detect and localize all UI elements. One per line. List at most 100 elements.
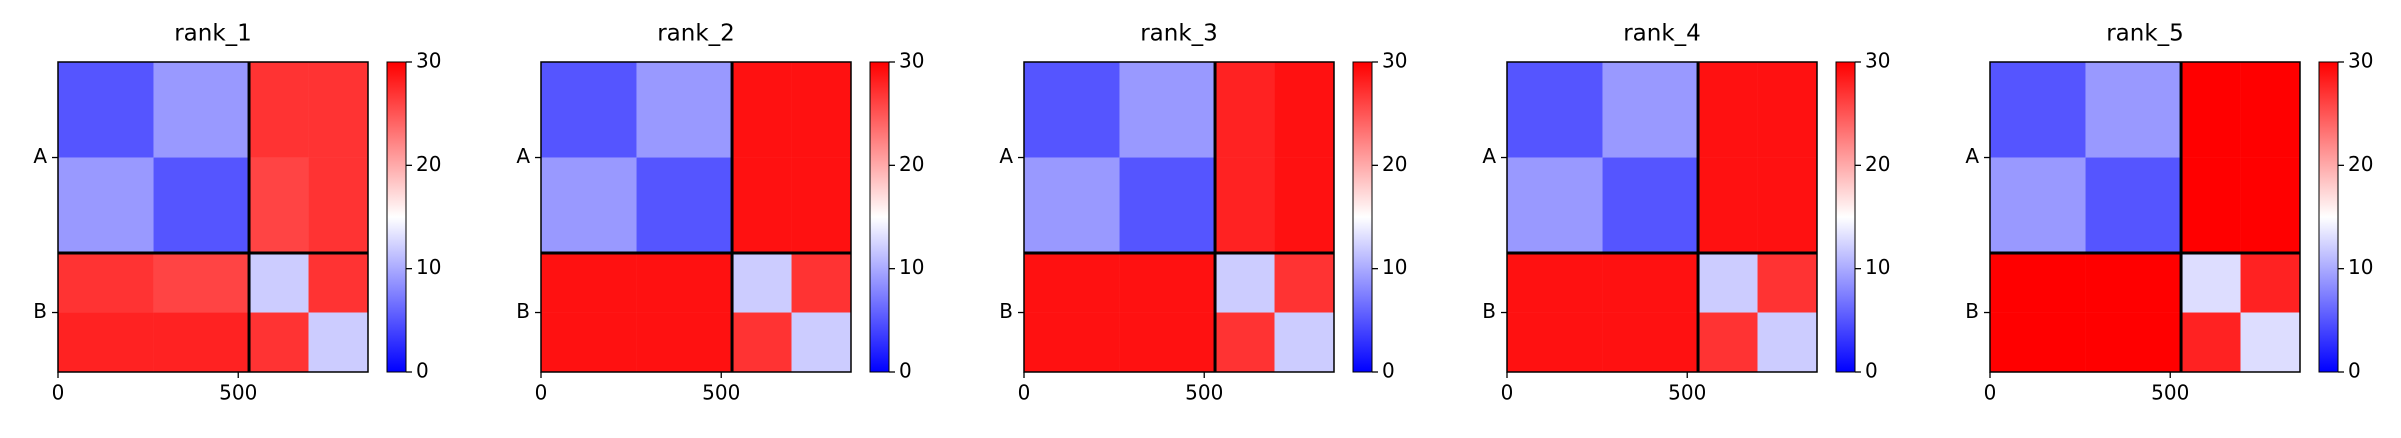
x-tick-label: 500 [219, 381, 257, 405]
heatmap-cell [1507, 253, 1603, 313]
heatmap-cell [1215, 312, 1275, 372]
heatmap-cell [2181, 312, 2241, 372]
y-tick-label: B [1482, 299, 1496, 323]
heatmap-cell [1602, 312, 1699, 372]
heatmap-cell [1024, 62, 1120, 158]
heatmap-cell [1698, 157, 1758, 254]
y-tick-label: A [33, 144, 47, 168]
heatmap-cell [1602, 157, 1699, 254]
x-tick-label: 500 [2151, 381, 2189, 405]
plot-frame [1506, 61, 1818, 373]
heatmap-cell [153, 312, 250, 372]
heatmap-cell [1602, 62, 1699, 158]
heatmap-cell [2085, 253, 2182, 313]
chart-title: rank_4 [1623, 21, 1701, 47]
chart-title: rank_5 [2106, 21, 2184, 47]
heatmap-cell [732, 253, 792, 313]
heatmap-cell [1274, 312, 1334, 372]
heatmap-cell [636, 312, 733, 372]
heatmap-cell [153, 157, 250, 254]
heatmap-cell [2085, 312, 2182, 372]
y-tick-label: B [516, 299, 530, 323]
heatmap-cell [2240, 312, 2300, 372]
y-tick-label: A [1482, 144, 1496, 168]
heatmap-cell [1757, 62, 1817, 158]
colorbar [386, 61, 407, 373]
colorbar [869, 61, 890, 373]
colorbar [1835, 61, 1856, 373]
heatmap-cell [636, 157, 733, 254]
heatmap-cell [1757, 157, 1817, 254]
heatmap-cell [1990, 62, 2086, 158]
heatmap-cell [541, 253, 637, 313]
heatmap-cell [732, 312, 792, 372]
colorbar-tick-label: 10 [899, 255, 924, 279]
x-tick-label: 500 [1668, 381, 1706, 405]
heatmap-cell [249, 157, 309, 254]
heatmap-cell [1119, 62, 1216, 158]
heatmap-cell [2240, 253, 2300, 313]
x-tick-label: 0 [52, 381, 65, 405]
heatmap-cell [249, 312, 309, 372]
heatmap-cell [1698, 312, 1758, 372]
heatmap-cell [58, 62, 154, 158]
heatmap-cell [791, 157, 851, 254]
heatmap-cell [791, 62, 851, 158]
heatmap-cell [1507, 157, 1603, 254]
colorbar-tick-label: 10 [1865, 255, 1890, 279]
colorbar-tick-label: 0 [1382, 359, 1395, 383]
heatmap-cell [732, 157, 792, 254]
heatmap-cell [2181, 157, 2241, 254]
heatmap-cell [1024, 157, 1120, 254]
colorbar-tick-label: 0 [1865, 359, 1878, 383]
colorbar-tick-label: 20 [899, 152, 924, 176]
y-tick-label: A [1965, 144, 1979, 168]
heatmap-cell [2181, 253, 2241, 313]
heatmap-cell [1024, 312, 1120, 372]
colorbar-tick-label: 20 [1865, 152, 1890, 176]
colorbar-tick-label: 0 [899, 359, 912, 383]
heatmap-cell [58, 157, 154, 254]
heatmap-cell [308, 253, 368, 313]
colorbar-tick-label: 30 [416, 49, 441, 73]
heatmap-cell [58, 312, 154, 372]
colorbar-tick-label: 0 [2348, 359, 2361, 383]
colorbar-tick-label: 10 [1382, 255, 1407, 279]
x-tick-label: 0 [1018, 381, 1031, 405]
colorbar [1352, 61, 1373, 373]
heatmap-cell [2085, 157, 2182, 254]
colorbar-tick-label: 0 [416, 359, 429, 383]
heatmap-cell [308, 157, 368, 254]
heatmap-cell [308, 312, 368, 372]
heatmap-cell [732, 62, 792, 158]
heatmap-cell [308, 62, 368, 158]
heatmap-cell [1698, 62, 1758, 158]
plot-frame [1023, 61, 1335, 373]
heatmap-cell [636, 253, 733, 313]
heatmap-cell [1757, 312, 1817, 372]
colorbar-tick-label: 30 [899, 49, 924, 73]
colorbar-tick-label: 20 [1382, 152, 1407, 176]
heatmap-cell [58, 253, 154, 313]
heatmap-cell [1119, 253, 1216, 313]
plot-frame [1989, 61, 2301, 373]
colorbar-tick-label: 10 [416, 255, 441, 279]
x-tick-label: 0 [1501, 381, 1514, 405]
heatmap-cell [2085, 62, 2182, 158]
y-tick-label: B [33, 299, 47, 323]
heatmap-cell [636, 62, 733, 158]
plot-frame [540, 61, 852, 373]
heatmap-cell [541, 157, 637, 254]
heatmap-cell [1602, 253, 1699, 313]
heatmap-cell [541, 62, 637, 158]
heatmap-cell [1274, 62, 1334, 158]
heatmap-cell [1119, 312, 1216, 372]
colorbar-tick-label: 30 [1382, 49, 1407, 73]
x-tick-label: 500 [1185, 381, 1223, 405]
heatmap-cell [1507, 62, 1603, 158]
x-tick-label: 0 [535, 381, 548, 405]
heatmap-cell [791, 312, 851, 372]
heatmap-cell [2240, 157, 2300, 254]
